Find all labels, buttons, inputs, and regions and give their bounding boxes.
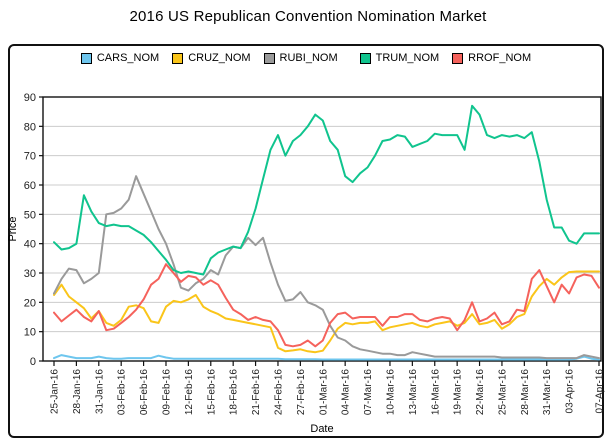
series-line-rubi_nom <box>53 175 600 360</box>
x-tick-label-18: 19-Mar-16 <box>453 369 464 416</box>
y-tick-label-0: 0 <box>30 356 36 368</box>
x-tick-label-16: 13-Mar-16 <box>408 369 419 416</box>
y-axis-title: Price <box>7 216 19 241</box>
x-tick-label-8: 18-Feb-16 <box>229 369 240 416</box>
series-line-cruz_nom <box>53 270 600 354</box>
chart-panel <box>8 44 604 438</box>
x-tick-label-4: 06-Feb-16 <box>139 369 150 416</box>
x-tick-label-0: 25-Jan-16 <box>50 369 61 414</box>
x-tick-label-12: 01-Mar-16 <box>318 369 329 416</box>
x-tick-label-19: 22-Mar-16 <box>475 369 486 416</box>
x-tick-label-22: 31-Mar-16 <box>542 369 553 416</box>
x-tick-label-10: 24-Feb-16 <box>273 369 284 416</box>
x-tick-label-23: 03-Apr-16 <box>565 369 576 414</box>
legend-item-trum_nom: TRUM_NOM <box>359 52 440 64</box>
legend-swatch-rrof_nom <box>452 52 464 64</box>
x-tick-label-14: 07-Mar-16 <box>363 369 374 416</box>
plot-border <box>42 96 602 362</box>
y-tick-label-40: 40 <box>24 239 36 251</box>
x-tick-label-13: 04-Mar-16 <box>341 369 352 416</box>
chart-title: 2016 US Republican Convention Nomination… <box>129 8 487 25</box>
x-tick-label-17: 16-Mar-16 <box>430 369 441 416</box>
x-tick-label-7: 15-Feb-16 <box>206 369 217 416</box>
y-tick-label-90: 90 <box>24 92 36 104</box>
y-tick-label-70: 70 <box>24 151 36 163</box>
y-tick-label-80: 80 <box>24 121 36 133</box>
legend-label-rrof_nom: RROF_NOM <box>468 52 532 64</box>
legend-swatch-trum_nom <box>359 52 371 64</box>
x-tick-label-5: 09-Feb-16 <box>161 369 172 416</box>
x-tick-label-3: 03-Feb-16 <box>117 369 128 416</box>
y-tick-label-30: 30 <box>24 268 36 280</box>
x-tick-label-9: 21-Feb-16 <box>251 369 262 416</box>
y-tick-label-50: 50 <box>24 209 36 221</box>
series-line-cars_nom <box>53 354 600 361</box>
legend-swatch-rubi_nom <box>263 52 275 64</box>
x-tick-label-24: 07-Apr-16 <box>595 369 606 414</box>
legend-swatch-cruz_nom <box>172 52 184 64</box>
x-tick-label-21: 28-Mar-16 <box>520 369 531 416</box>
legend-label-cruz_nom: CRUZ_NOM <box>188 52 251 64</box>
chart-legend: CARS_NOM CRUZ_NOM RUBI_NOM TRUM_NOM RROF_NOM <box>8 52 604 64</box>
x-axis-title: Date <box>310 423 333 435</box>
legend-swatch-cars_nom <box>80 52 92 64</box>
x-tick-label-2: 31-Jan-16 <box>94 369 105 414</box>
legend-item-rrof_nom: RROF_NOM <box>452 52 531 64</box>
x-tick-label-11: 27-Feb-16 <box>296 369 307 416</box>
legend-item-rubi_nom: RUBI_NOM <box>263 52 338 64</box>
x-tick-label-20: 25-Mar-16 <box>497 369 508 416</box>
legend-label-trum_nom: TRUM_NOM <box>375 52 440 64</box>
y-tick-label-60: 60 <box>24 180 36 192</box>
series-line-trum_nom <box>53 104 600 276</box>
legend-item-cruz_nom: CRUZ_NOM <box>172 52 251 64</box>
y-tick-label-20: 20 <box>24 297 36 309</box>
x-tick-label-15: 10-Mar-16 <box>385 369 396 416</box>
series-line-rrof_nom <box>53 263 600 348</box>
x-tick-label-6: 12-Feb-16 <box>184 369 195 416</box>
legend-label-cars_nom: CARS_NOM <box>96 52 160 64</box>
legend-label-rubi_nom: RUBI_NOM <box>279 52 338 64</box>
x-tick-label-1: 28-Jan-16 <box>72 369 83 414</box>
legend-item-cars_nom: CARS_NOM <box>80 52 160 64</box>
y-tick-label-10: 10 <box>24 327 36 339</box>
